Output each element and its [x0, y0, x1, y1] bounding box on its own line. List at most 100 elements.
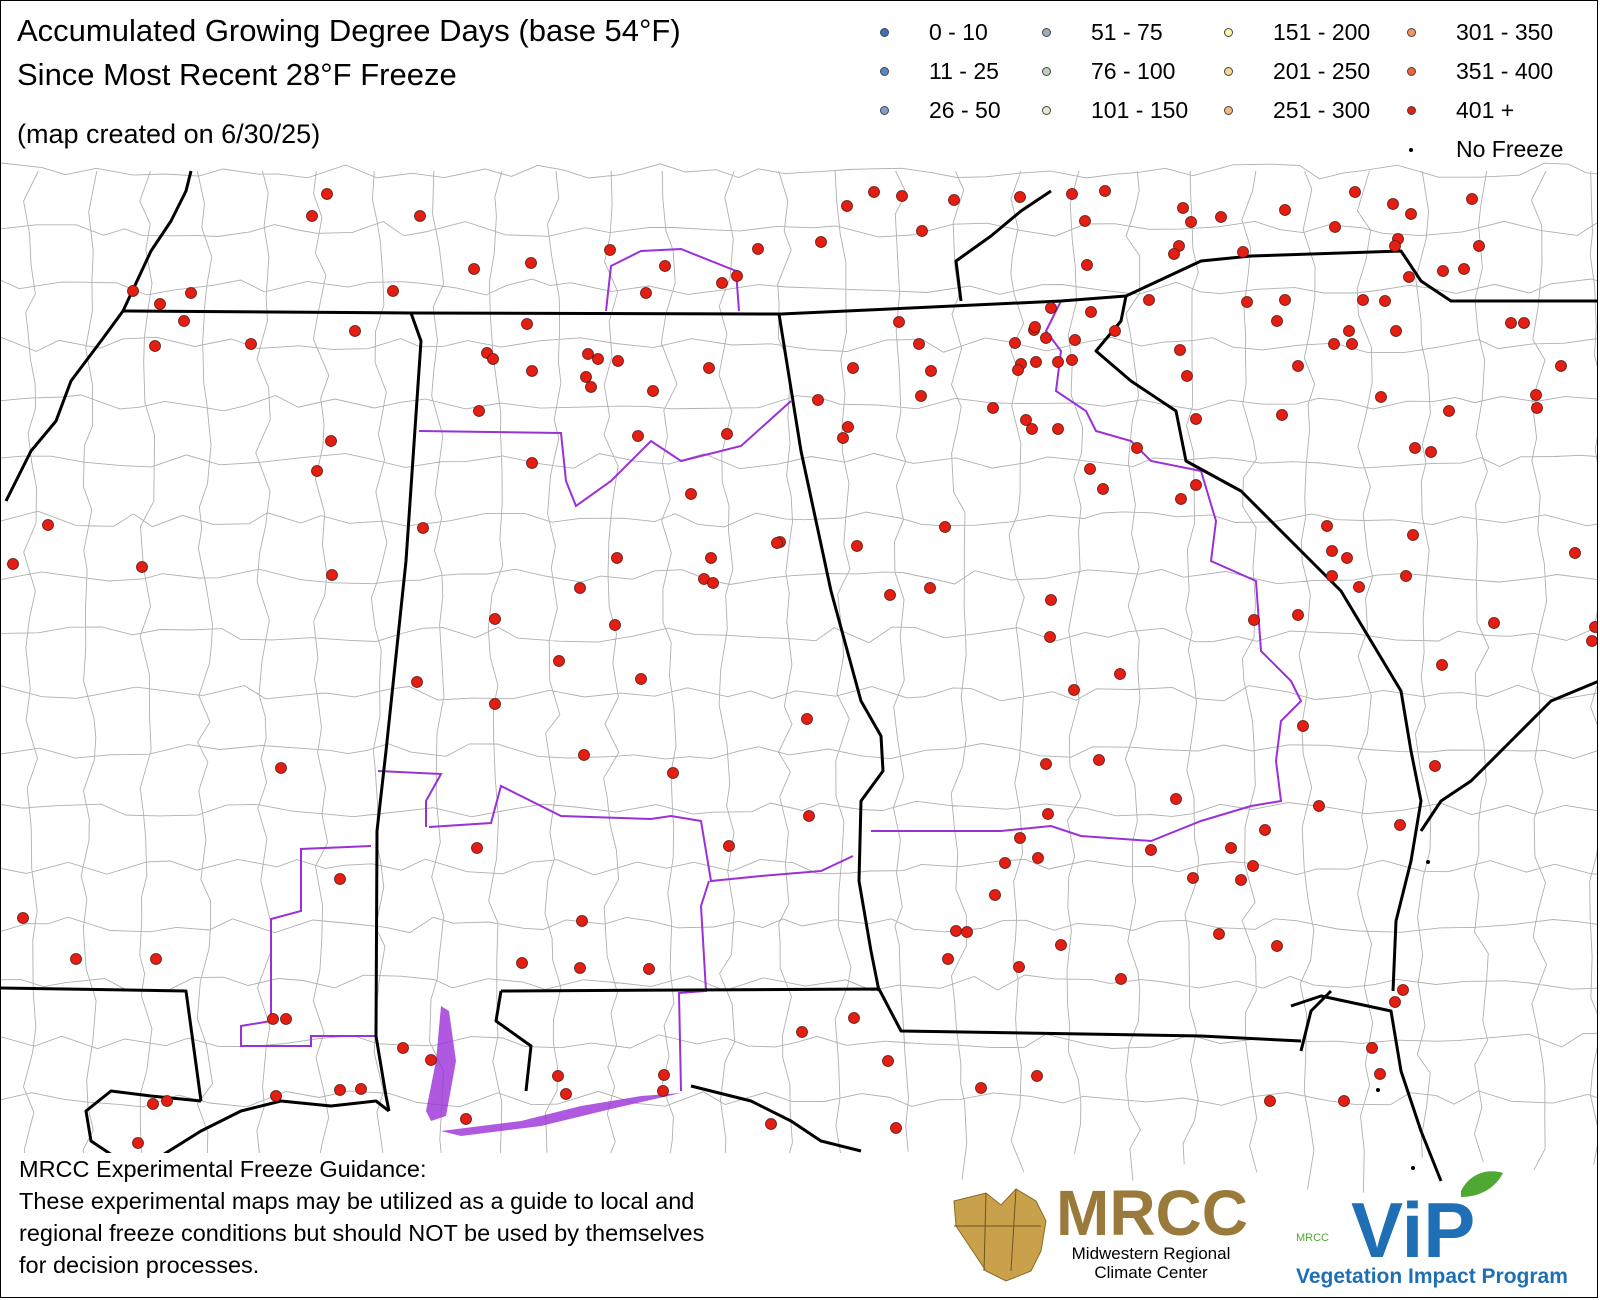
- station-marker-401-plus: [1213, 928, 1225, 940]
- station-marker-401-plus: [525, 257, 537, 269]
- state-border-alabama-east: [777, 313, 885, 992]
- station-marker-401-plus: [306, 210, 318, 222]
- station-marker-401-plus: [796, 1026, 808, 1038]
- station-marker-401-plus: [471, 842, 483, 854]
- station-marker-401-plus: [267, 1013, 279, 1025]
- station-marker-401-plus: [1530, 389, 1542, 401]
- disclaimer-line: regional freeze conditions but should NO…: [19, 1220, 705, 1246]
- station-marker-401-plus: [604, 244, 616, 256]
- station-marker-401-plus: [7, 558, 19, 570]
- station-marker-401-plus: [1031, 1070, 1043, 1082]
- station-marker-401-plus: [487, 353, 499, 365]
- station-marker-401-plus: [127, 285, 139, 297]
- station-marker-401-plus: [1329, 221, 1341, 233]
- station-marker-401-plus: [1375, 391, 1387, 403]
- station-marker-401-plus: [1387, 198, 1399, 210]
- station-marker-401-plus: [516, 957, 528, 969]
- station-marker-401-plus: [1215, 211, 1227, 223]
- station-marker-401-plus: [1297, 720, 1309, 732]
- legend-marker: [880, 67, 889, 76]
- disclaimer-line: for decision processes.: [19, 1252, 260, 1278]
- station-marker-401-plus: [397, 1042, 409, 1054]
- station-marker-401-plus: [640, 287, 652, 299]
- mrcc-wordmark: MRCC: [1056, 1177, 1248, 1249]
- station-marker-401-plus: [578, 749, 590, 761]
- station-marker-401-plus: [1099, 185, 1111, 197]
- station-marker-401-plus: [1405, 208, 1417, 220]
- legend-no-freeze-marker: [1409, 148, 1413, 152]
- station-marker-401-plus: [1248, 614, 1260, 626]
- climate-division-boundaries: [240, 247, 1303, 1092]
- station-marker-401-plus: [1174, 344, 1186, 356]
- legend-label: 76 - 100: [1091, 58, 1176, 84]
- station-marker-401-plus: [582, 348, 594, 360]
- station-marker-401-plus: [1531, 402, 1543, 414]
- station-marker-401-plus: [1241, 296, 1253, 308]
- station-marker-401-plus: [585, 381, 597, 393]
- legend-label: 151 - 200: [1273, 19, 1371, 45]
- station-marker-401-plus: [647, 385, 659, 397]
- station-marker-401-plus: [1068, 684, 1080, 696]
- station-marker-401-plus: [609, 619, 621, 631]
- station-marker-401-plus: [1032, 852, 1044, 864]
- station-marker-401-plus: [1084, 463, 1096, 475]
- station-marker-401-plus: [913, 338, 925, 350]
- legend-marker: [1042, 106, 1051, 115]
- legend-label: 301 - 350: [1456, 19, 1554, 45]
- map-title: Accumulated Growing Degree Days (base 54…: [17, 13, 681, 48]
- station-marker-401-plus: [1425, 446, 1437, 458]
- station-marker-401-plus: [1409, 442, 1421, 454]
- station-marker-401-plus: [132, 1137, 144, 1149]
- station-marker-401-plus: [939, 521, 951, 533]
- station-marker-401-plus: [1052, 423, 1064, 435]
- state-border-georgia-coast-river: [1290, 994, 1443, 1182]
- station-marker-401-plus: [925, 365, 937, 377]
- station-marker-401-plus: [1466, 193, 1478, 205]
- station-marker-401-plus: [1341, 552, 1353, 564]
- state-border-florida-panhandle-west: [494, 990, 533, 1092]
- station-marker-401-plus: [1488, 617, 1500, 629]
- mrcc-subtitle-1: Midwestern Regional: [1072, 1244, 1231, 1263]
- state-border-north-carolina-south: [1125, 249, 1597, 303]
- legend-marker: [1042, 28, 1051, 37]
- station-marker-401-plus: [1114, 668, 1126, 680]
- legend-label: No Freeze: [1456, 136, 1564, 162]
- station-marker-401-plus: [489, 698, 501, 710]
- station-marker-401-plus: [1259, 824, 1271, 836]
- station-marker-401-plus: [1170, 793, 1182, 805]
- station-marker-401-plus: [1343, 325, 1355, 337]
- station-marker-401-plus: [580, 371, 592, 383]
- division-boundary-alabama-gulf: [677, 880, 710, 1092]
- state-border-georgia-south-carolina: [1094, 295, 1423, 992]
- legend-label: 351 - 400: [1456, 58, 1554, 84]
- station-marker-401-plus: [1429, 760, 1441, 772]
- station-marker-401-plus: [658, 1069, 670, 1081]
- station-marker-401-plus: [1040, 332, 1052, 344]
- station-marker-401-plus: [975, 1082, 987, 1094]
- vip-subtitle: Vegetation Impact Program: [1296, 1265, 1568, 1288]
- station-marker-401-plus: [468, 263, 480, 275]
- station-marker-401-plus: [1394, 819, 1406, 831]
- station-marker-401-plus: [1586, 635, 1597, 647]
- station-marker-401-plus: [1042, 808, 1054, 820]
- station-marker-401-plus: [868, 186, 880, 198]
- station-marker-401-plus: [1187, 872, 1199, 884]
- station-marker-401-plus: [723, 840, 735, 852]
- station-marker-401-plus: [916, 225, 928, 237]
- disclaimer-note: MRCC Experimental Freeze Guidance: These…: [19, 1153, 899, 1281]
- state-border-tennessee-south: [122, 294, 1127, 316]
- station-marker-401-plus: [245, 338, 257, 350]
- station-marker-401-plus: [70, 953, 82, 965]
- station-marker-401-plus: [576, 915, 588, 927]
- station-marker-401-plus: [1346, 338, 1358, 350]
- station-marker-401-plus: [752, 243, 764, 255]
- station-marker-401-plus: [1279, 294, 1291, 306]
- mrcc-subtitle-2: Climate Center: [1094, 1263, 1208, 1282]
- station-marker-401-plus: [1012, 364, 1024, 376]
- legend-marker: [1042, 67, 1051, 76]
- legend-marker: [1407, 106, 1416, 115]
- legend-marker: [1224, 28, 1233, 37]
- state-border-louisiana-north: [1, 986, 203, 1102]
